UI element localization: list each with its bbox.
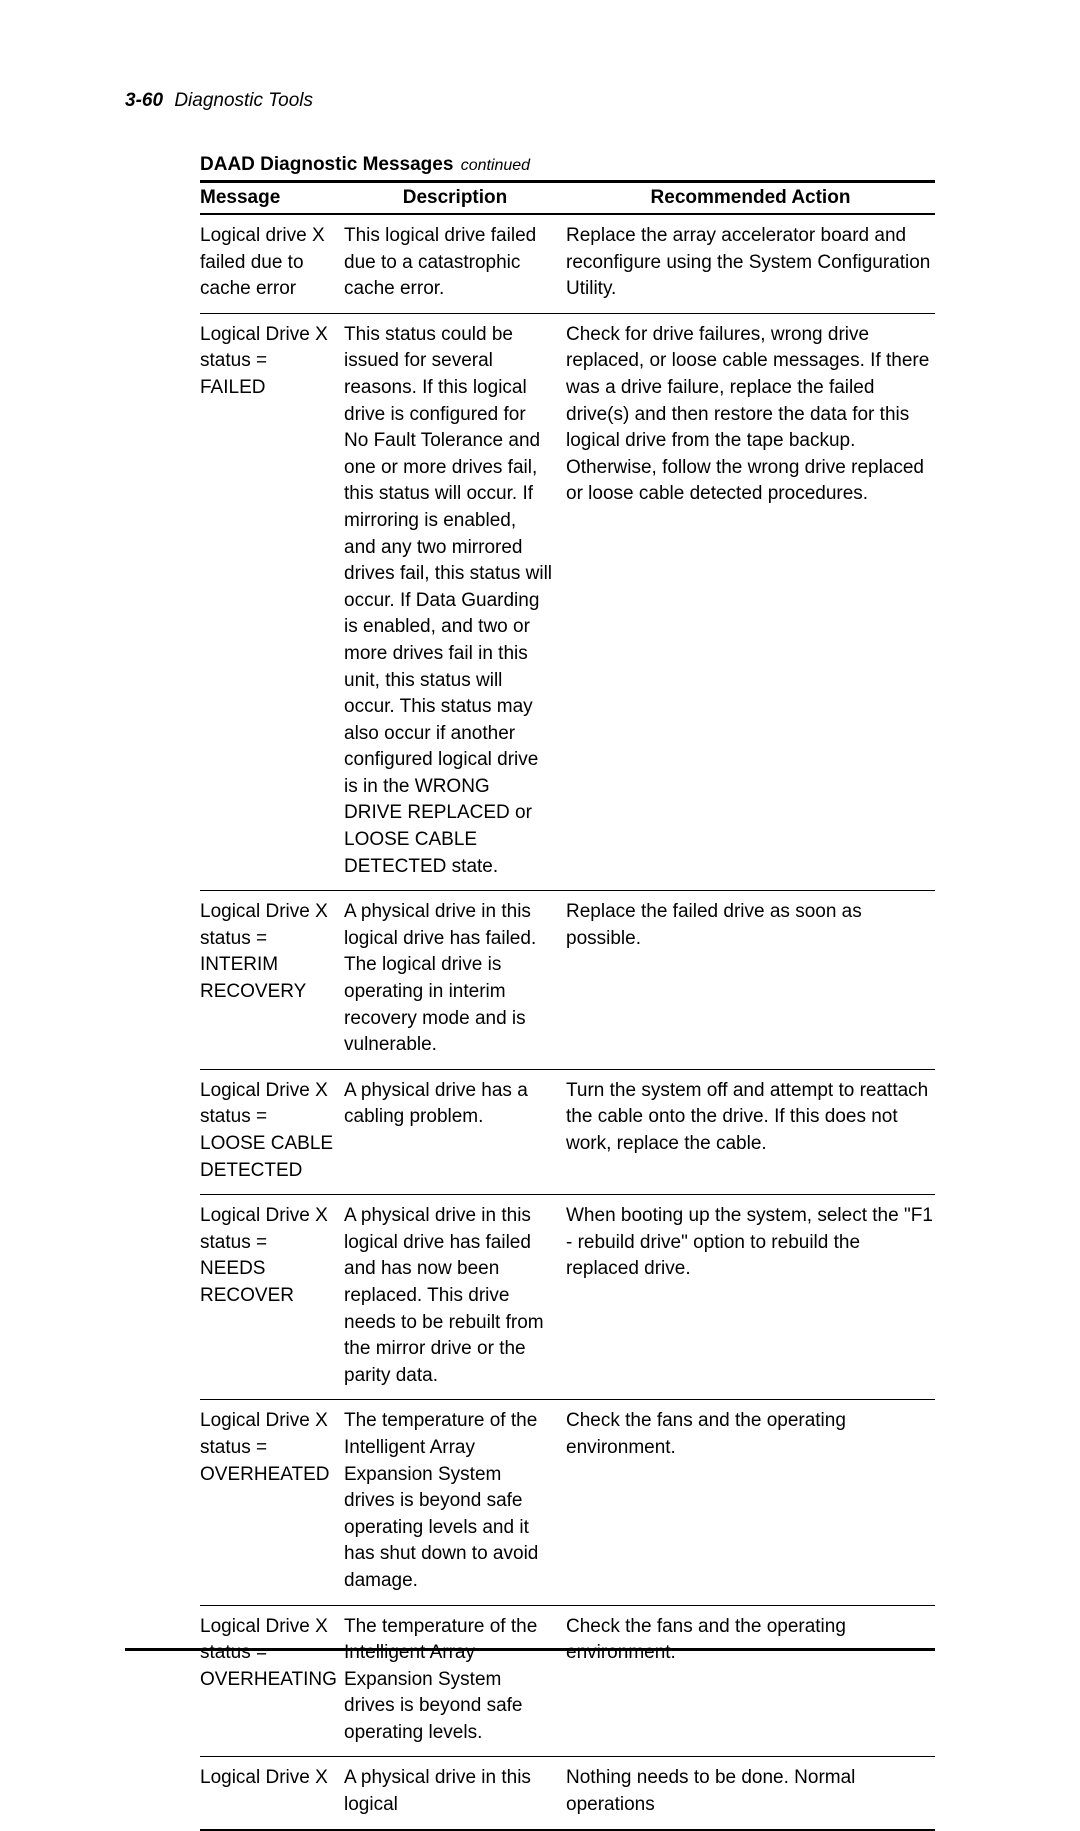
cell-message: Logical drive X failed due to cache erro… [200, 214, 344, 313]
table-row: Logical Drive X status = FAILED This sta… [200, 313, 935, 890]
table-row: Logical Drive X status = INTERIM RECOVER… [200, 891, 935, 1070]
table-header-row: Message Description Recommended Action [200, 182, 935, 215]
cell-message: Logical Drive X [200, 1757, 344, 1830]
table-row: Logical Drive X status = NEEDS RECOVER A… [200, 1195, 935, 1400]
footer-rule [125, 1648, 935, 1651]
col-header-description: Description [344, 182, 566, 215]
page-container: 3-60 Diagnostic Tools DAAD Diagnostic Me… [0, 0, 1080, 1831]
cell-message: Logical Drive X status = LOOSE CABLE DET… [200, 1069, 344, 1194]
diagnostic-messages-table: Message Description Recommended Action L… [200, 180, 935, 1831]
table-row: Logical Drive X status = OVERHEATING The… [200, 1605, 935, 1757]
caption-suffix: continued [461, 157, 530, 174]
cell-message: Logical Drive X status = INTERIM RECOVER… [200, 891, 344, 1070]
cell-action: Replace the failed drive as soon as poss… [566, 891, 935, 1070]
table-row: Logical Drive X status = OVERHEATED The … [200, 1400, 935, 1605]
cell-action: Check the fans and the operating environ… [566, 1605, 935, 1757]
cell-description: A physical drive in this logical drive h… [344, 1195, 566, 1400]
cell-action: Check for drive failures, wrong drive re… [566, 313, 935, 890]
page-number: 3-60 [125, 90, 163, 111]
cell-message: Logical Drive X status = FAILED [200, 313, 344, 890]
table-row: Logical drive X failed due to cache erro… [200, 214, 935, 313]
cell-message: Logical Drive X status = OVERHEATED [200, 1400, 344, 1605]
cell-description: A physical drive has a cabling problem. [344, 1069, 566, 1194]
cell-action: Check the fans and the operating environ… [566, 1400, 935, 1605]
cell-description: This logical drive failed due to a catas… [344, 214, 566, 313]
cell-description: A physical drive in this logical drive h… [344, 891, 566, 1070]
table-row: Logical Drive X A physical drive in this… [200, 1757, 935, 1830]
cell-description: The temperature of the Intelligent Array… [344, 1400, 566, 1605]
cell-message: Logical Drive X status = NEEDS RECOVER [200, 1195, 344, 1400]
col-header-action: Recommended Action [566, 182, 935, 215]
running-header: 3-60 Diagnostic Tools [125, 90, 935, 112]
table-caption: DAAD Diagnostic Messages continued [200, 154, 935, 176]
table-row: Logical Drive X status = LOOSE CABLE DET… [200, 1069, 935, 1194]
cell-description: The temperature of the Intelligent Array… [344, 1605, 566, 1757]
cell-action: Turn the system off and attempt to reatt… [566, 1069, 935, 1194]
col-header-message: Message [200, 182, 344, 215]
table-block: DAAD Diagnostic Messages continued Messa… [200, 154, 935, 1831]
cell-description: This status could be issued for several … [344, 313, 566, 890]
cell-action: Nothing needs to be done. Normal operati… [566, 1757, 935, 1830]
cell-action: When booting up the system, select the "… [566, 1195, 935, 1400]
section-title: Diagnostic Tools [174, 90, 313, 111]
cell-message: Logical Drive X status = OVERHEATING [200, 1605, 344, 1757]
caption-main: DAAD Diagnostic Messages [200, 154, 453, 175]
cell-action: Replace the array accelerator board and … [566, 214, 935, 313]
cell-description: A physical drive in this logical [344, 1757, 566, 1830]
